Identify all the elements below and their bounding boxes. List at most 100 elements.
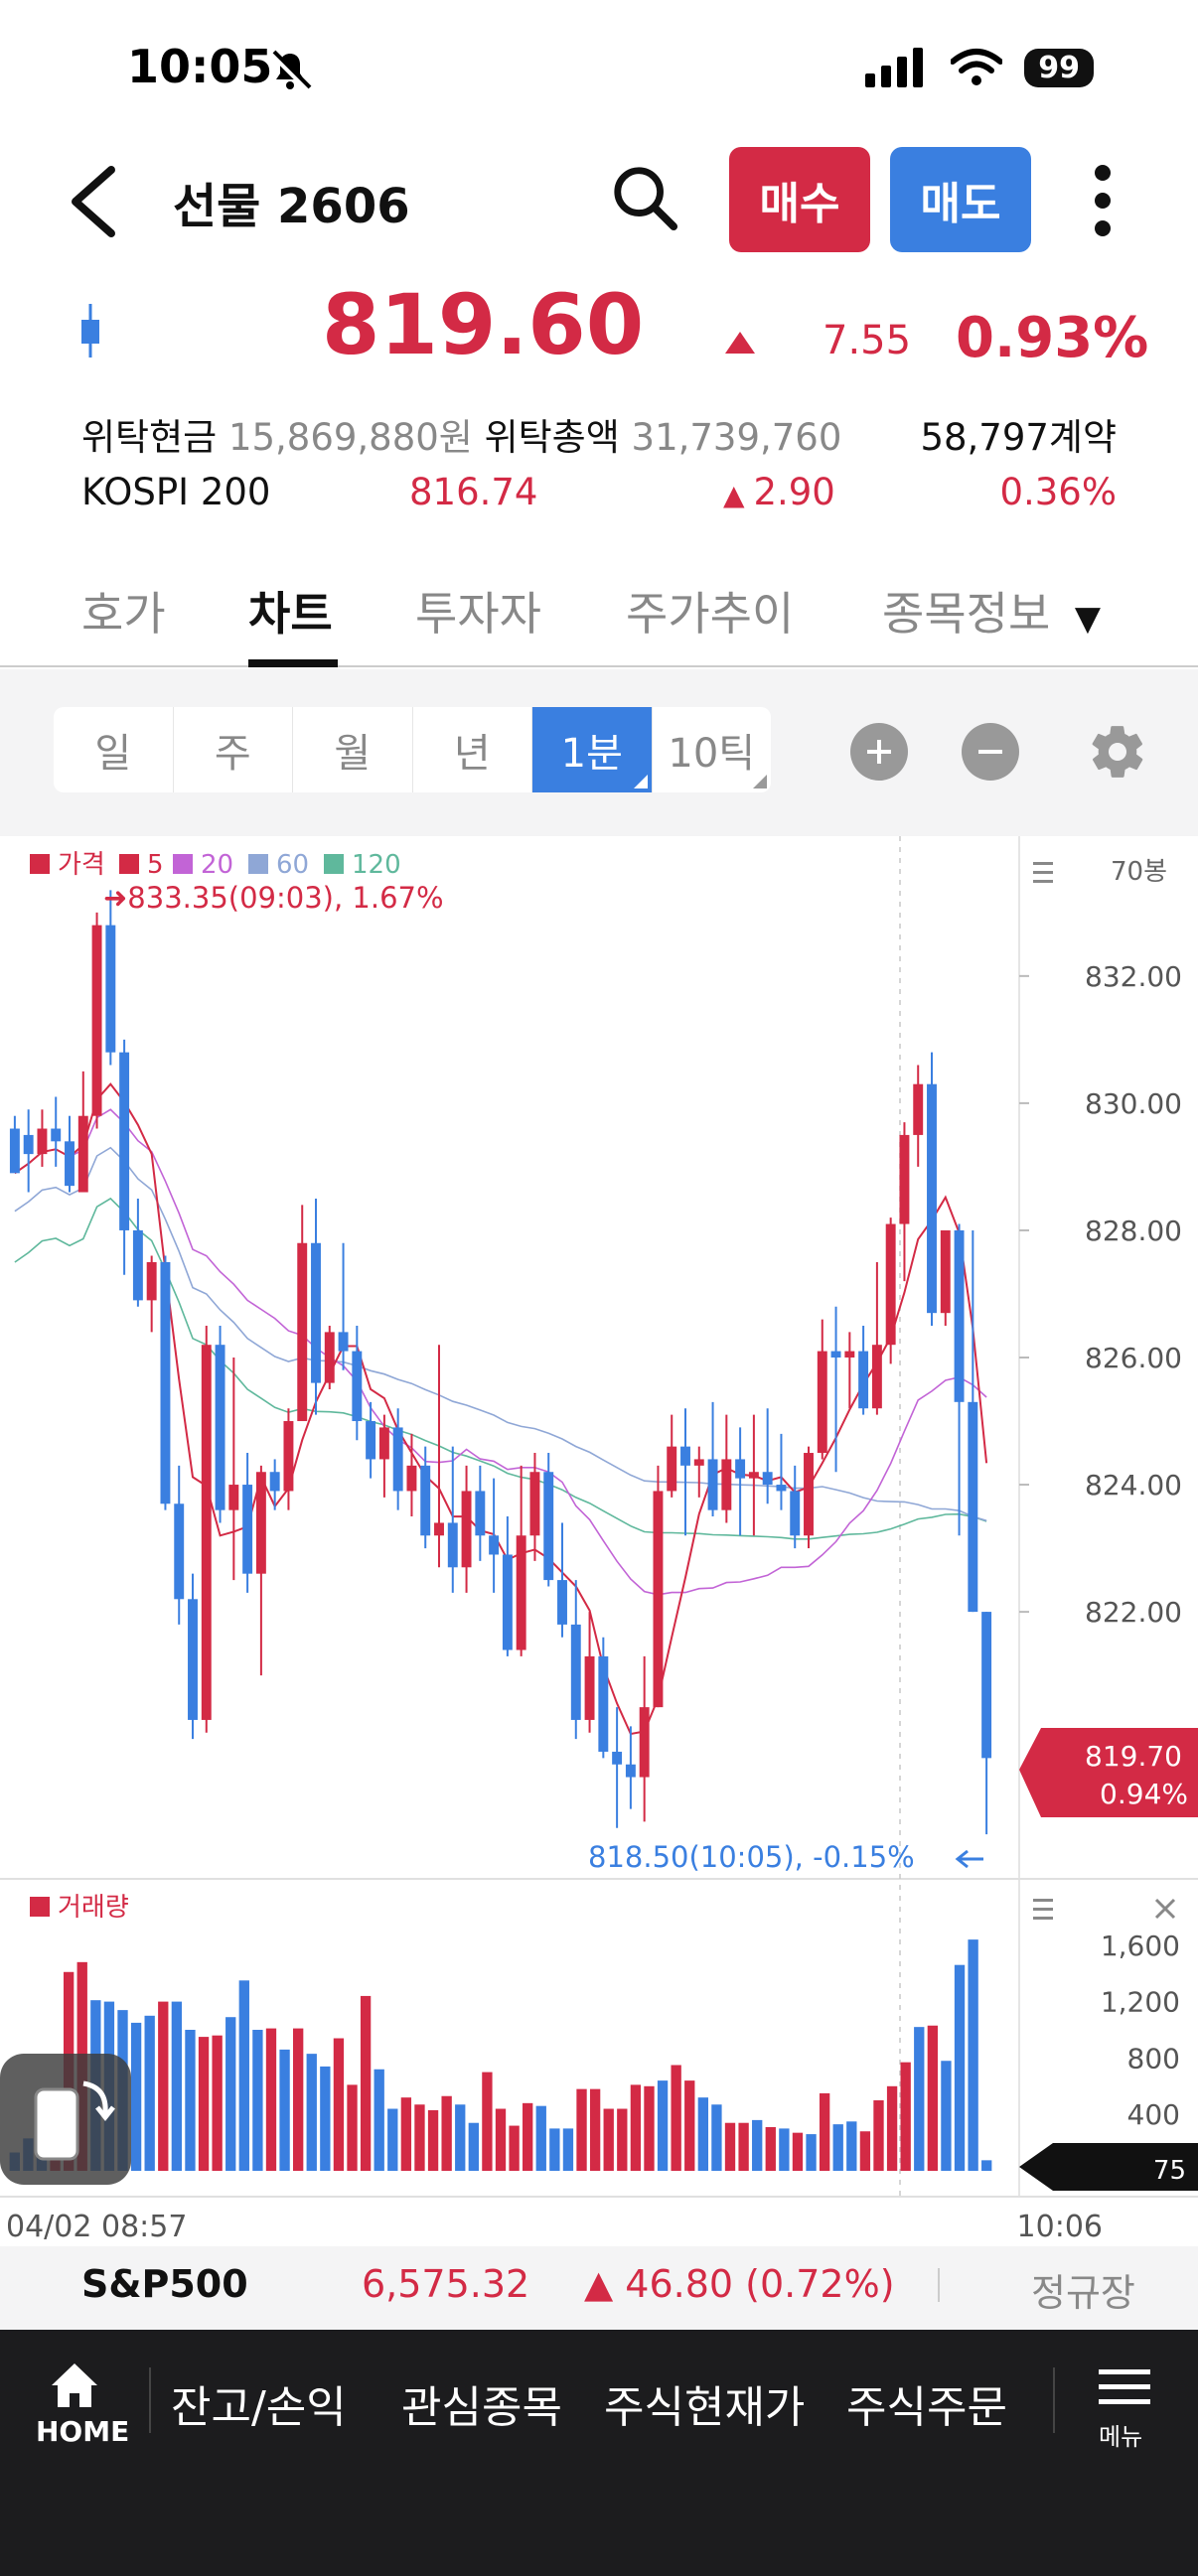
period-10tick[interactable]: 10틱 (653, 707, 772, 792)
volume-bar (657, 2080, 669, 2171)
candle-body (132, 1229, 143, 1301)
candle-body (830, 1351, 841, 1358)
back-arrow-icon[interactable] (64, 164, 123, 239)
volume-bar (711, 2104, 722, 2171)
price-tick-label: 830.00 (1085, 1087, 1182, 1120)
tab-stock-info-label: 종목정보 (882, 587, 1051, 641)
volume-bar (171, 2001, 183, 2171)
current-price-tag (1019, 1728, 1198, 1817)
buy-button[interactable]: 매수 (729, 147, 870, 252)
active-tab-indicator (248, 659, 338, 667)
zoom-in-button[interactable] (850, 723, 908, 781)
volume-bar (482, 2072, 493, 2171)
ma60-line (14, 1146, 987, 1522)
volume-bar (617, 2108, 628, 2171)
volume-bar (374, 2069, 384, 2171)
legend-ma60: 60 (276, 850, 309, 880)
price-tick-label: 828.00 (1085, 1215, 1182, 1247)
candle-body (817, 1351, 827, 1454)
volume-bar (630, 2084, 642, 2171)
candle-body (65, 1141, 75, 1187)
volume-bar (886, 2085, 898, 2171)
candle-body (954, 1229, 965, 1402)
candle-body (543, 1472, 554, 1581)
volume-bar (603, 2108, 614, 2171)
nav-menu[interactable]: 메뉴 (1091, 2363, 1160, 2453)
volume-bar (859, 2131, 871, 2171)
period-month[interactable]: 월 (293, 707, 413, 792)
zoom-out-button[interactable] (962, 723, 1019, 781)
volume-bar (387, 2108, 398, 2171)
legend-swatch-ma20 (173, 854, 193, 874)
nav-stock-order[interactable]: 주식주문 (846, 2382, 1007, 2433)
candle-body (188, 1599, 198, 1720)
caret-down-icon: ▼ (1074, 599, 1102, 639)
volume-bar (212, 2035, 223, 2171)
volume-bar (941, 2061, 952, 2171)
nav-home[interactable]: HOME (24, 2354, 130, 2463)
deposit-total-value: 31,739,760 (631, 416, 842, 459)
chart-menu-icon[interactable] (1033, 862, 1053, 883)
volume-menu-icon[interactable] (1033, 1899, 1053, 1920)
candle-body (557, 1580, 567, 1625)
sell-button[interactable]: 매도 (890, 147, 1031, 252)
period-week-label: 주 (214, 731, 251, 777)
tab-orderbook[interactable]: 호가 (81, 587, 166, 641)
candle-body (748, 1472, 759, 1479)
candlestick-chart[interactable]: 832.00 830.00 828.00 826.00 824.00 822.00 1,6… (0, 836, 1198, 2246)
volume-bar (455, 2104, 466, 2171)
deposit-cash-label: 위탁현금 (81, 416, 218, 459)
period-year[interactable]: 년 (413, 707, 532, 792)
up-triangle-icon (725, 332, 755, 354)
tab-stock-info[interactable]: 종목정보 ▼ (882, 578, 1101, 644)
candle-body (105, 925, 116, 1053)
period-week[interactable]: 주 (174, 707, 293, 792)
candle-body (762, 1472, 773, 1486)
tab-chart[interactable]: 차트 (248, 587, 333, 641)
tab-investor[interactable]: 투자자 (415, 587, 541, 641)
nav-balance[interactable]: 잔고/손익 (171, 2382, 347, 2433)
index-value: 816.74 (409, 471, 538, 513)
nav-stock-quote[interactable]: 주식현재가 (604, 2382, 806, 2433)
volume-bar (347, 2084, 358, 2171)
legend-swatch-ma120 (324, 854, 344, 874)
period-1min-label: 1분 (560, 731, 623, 777)
volume-bar (265, 2028, 277, 2171)
dropdown-corner-icon (753, 775, 767, 788)
candle-body (392, 1427, 403, 1492)
candle-body (215, 1345, 225, 1510)
volume-bar (535, 2105, 546, 2171)
candle-body (667, 1446, 677, 1492)
chart-legend: 가격 5 20 60 120 (30, 850, 401, 880)
price-tick-label: 826.00 (1085, 1342, 1182, 1374)
candle-body (529, 1472, 540, 1536)
more-vertical-icon[interactable] (1083, 157, 1123, 246)
legend-ma120: 120 (352, 850, 401, 880)
gear-icon[interactable] (1087, 721, 1148, 783)
global-index-bar[interactable] (0, 2246, 1198, 2330)
volume-bar (549, 2128, 560, 2171)
nav-watchlist[interactable]: 관심종목 (401, 2382, 562, 2433)
close-pane-icon[interactable] (1154, 1898, 1176, 1920)
period-day[interactable]: 일 (54, 707, 174, 792)
volume-bar (927, 2025, 939, 2171)
candle-body (23, 1134, 34, 1155)
volume-bar (873, 2100, 884, 2171)
bell-muted-icon (269, 50, 312, 92)
volume-bar (400, 2097, 412, 2171)
search-icon[interactable] (610, 163, 679, 232)
period-1min[interactable]: 1분 (532, 707, 653, 792)
rotate-screen-button[interactable] (0, 2054, 131, 2185)
candle-body (9, 1128, 20, 1174)
nav-home-label: HOME (36, 2415, 130, 2448)
volume-bar (846, 2121, 857, 2171)
candle-body (639, 1707, 650, 1778)
candle-body (940, 1229, 951, 1314)
volume-bar (185, 2030, 196, 2171)
candle-body (871, 1345, 882, 1409)
candle-body (844, 1351, 855, 1358)
ma20-line (14, 1108, 987, 1596)
tab-price-trend[interactable]: 주가추이 (626, 587, 795, 641)
candle-body (378, 1427, 389, 1460)
candle-body (858, 1351, 869, 1409)
